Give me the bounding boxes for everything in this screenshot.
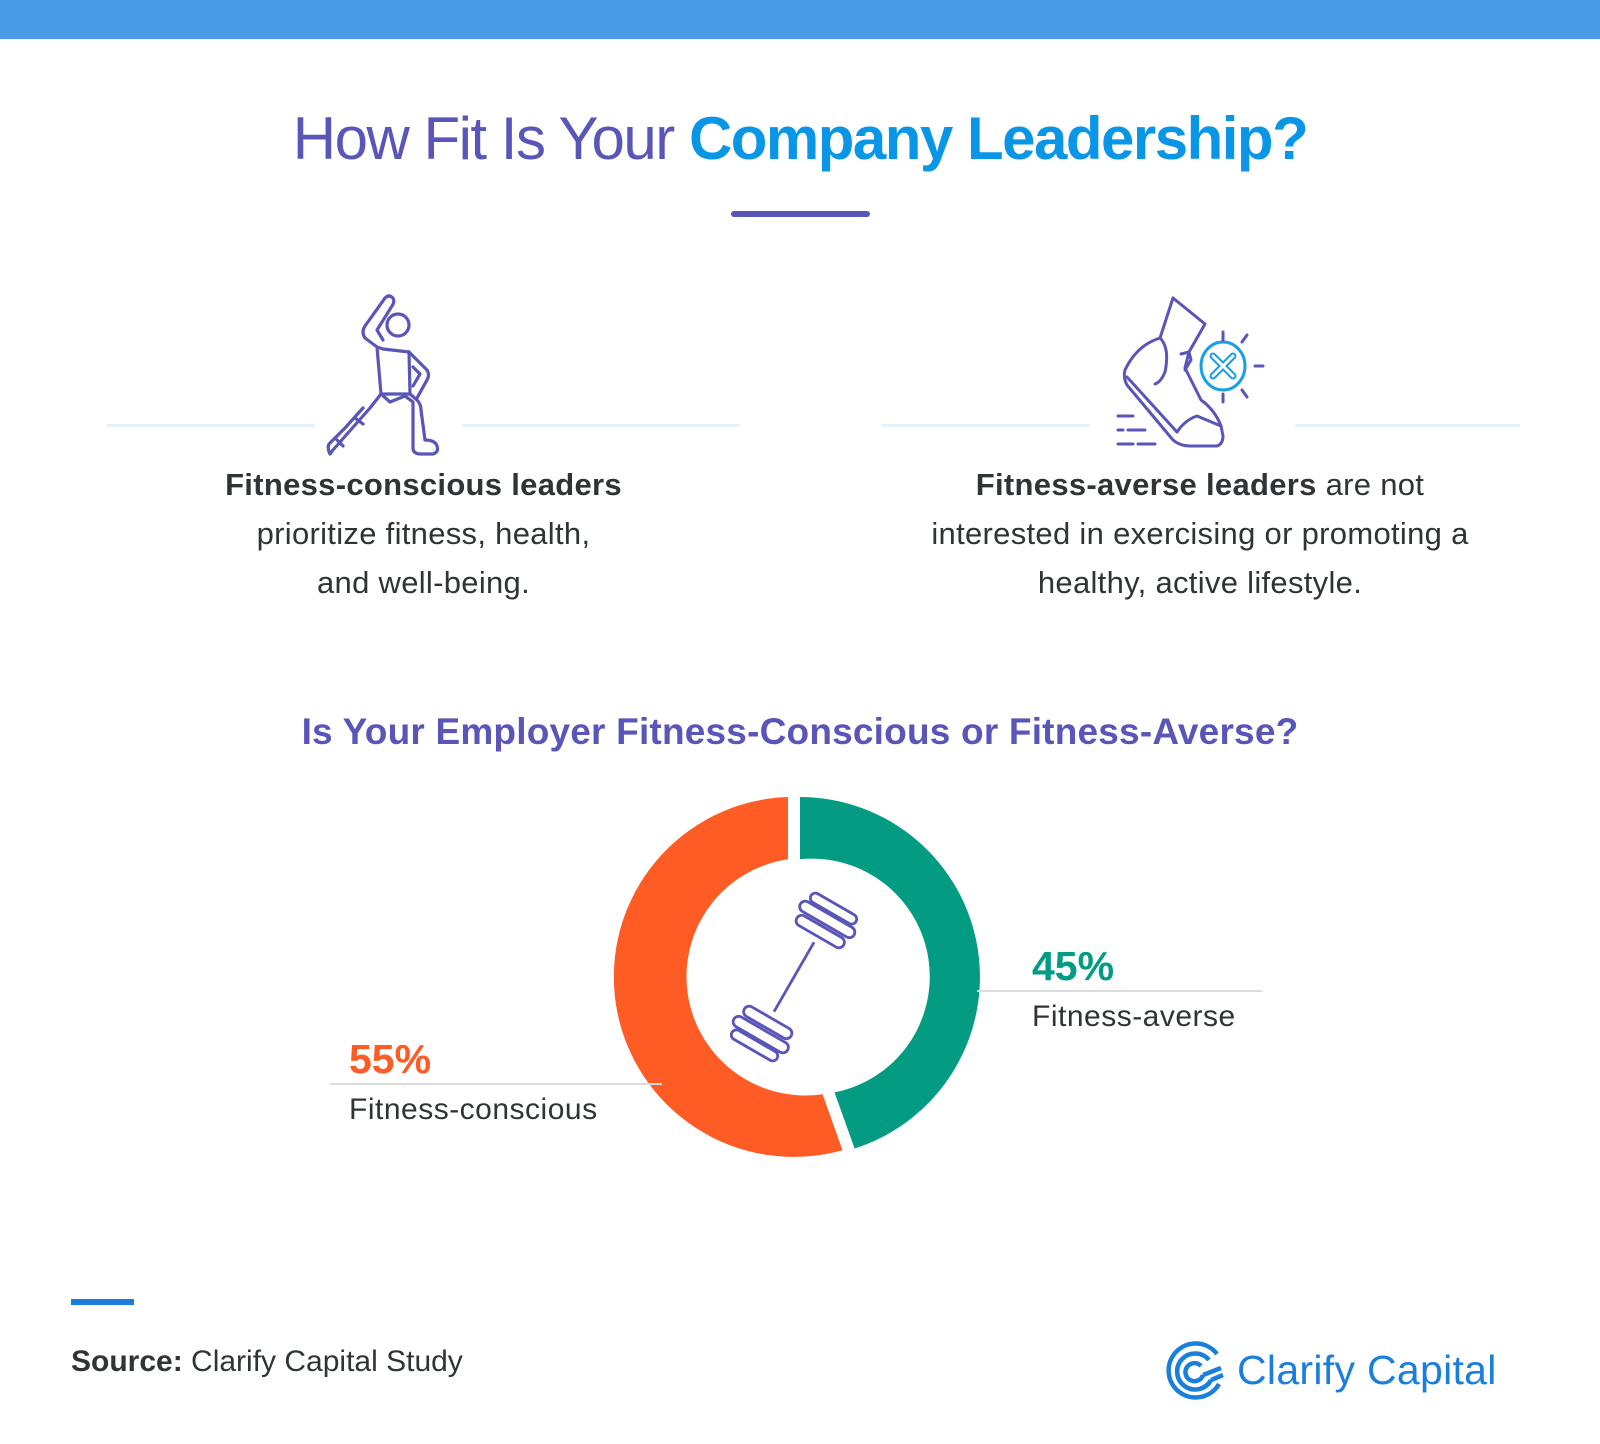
leader-line-averse (977, 990, 1262, 992)
divider-right-a (882, 424, 1090, 427)
slice-fitness-averse (800, 797, 980, 1149)
title-underline (731, 211, 870, 217)
slice-fitness-conscious (613, 797, 843, 1157)
title-bold: Company Leadership? (688, 105, 1309, 172)
card-inline-text: are not (1316, 467, 1425, 502)
averse-label: Fitness-averse (1032, 1000, 1236, 1033)
card-line: interested in exercising or promoting a (931, 516, 1469, 551)
card-line: prioritize fitness, health, (256, 516, 591, 551)
leader-line-conscious (330, 1083, 662, 1085)
title-light: How Fit Is Your (292, 105, 676, 172)
clarify-capital-logo-icon (1166, 1341, 1224, 1400)
stretching-person-icon (325, 290, 460, 460)
card-fitness-conscious: Fitness-conscious leaders prioritize fit… (107, 460, 740, 607)
brand-name: Clarify Capital (1237, 1346, 1497, 1393)
divider-left-b (462, 424, 740, 427)
chart-title: Is Your Employer Fitness-Conscious or Fi… (301, 711, 1299, 752)
card-line: and well-being. (316, 565, 531, 600)
brand-logo: Clarify Capital (1165, 1340, 1497, 1400)
conscious-percent: 55% (349, 1036, 432, 1082)
source-label: Source: (71, 1345, 183, 1378)
source-rule (71, 1299, 134, 1305)
card-bold-label: Fitness-conscious leaders (225, 467, 622, 502)
averse-percent: 45% (1032, 943, 1115, 989)
divider-right-b (1295, 424, 1520, 427)
divider-left-a (107, 424, 315, 427)
sneaker-with-x-icon (1115, 290, 1300, 460)
source-line: Source: Clarify Capital Study (71, 1345, 463, 1379)
dumbbell-icon (729, 891, 859, 1063)
conscious-label: Fitness-conscious (349, 1093, 598, 1126)
page-title: How Fit Is Your Company Leadership? (0, 104, 1600, 173)
card-line: healthy, active lifestyle. (1037, 565, 1363, 600)
top-accent-bar (0, 0, 1600, 39)
card-bold-label: Fitness-averse leaders (975, 467, 1317, 502)
source-text: Clarify Capital Study (182, 1345, 463, 1378)
card-fitness-averse: Fitness-averse leaders are not intereste… (870, 460, 1530, 607)
